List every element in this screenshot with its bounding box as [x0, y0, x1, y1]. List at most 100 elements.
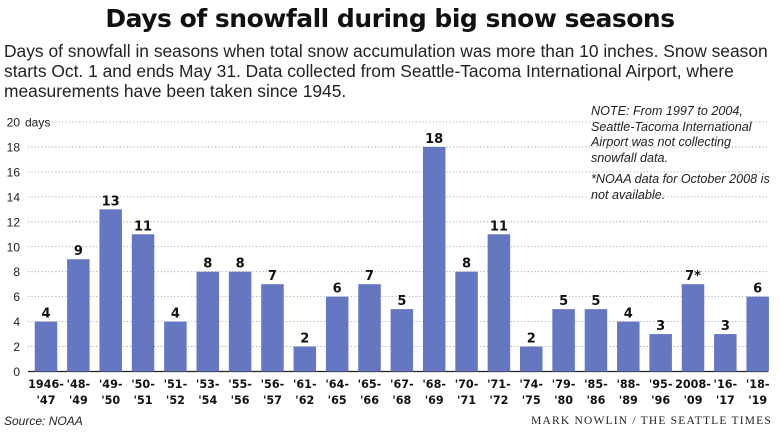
x-tick-label: '62 [295, 394, 314, 407]
data-label: 5 [559, 294, 568, 309]
data-label: 18 [425, 132, 443, 147]
data-label: 11 [134, 219, 152, 234]
data-label: 3 [721, 319, 730, 334]
x-tick-label: '69 [425, 394, 444, 407]
bar [164, 321, 187, 372]
x-tick-label: '71- [487, 378, 511, 391]
bar [390, 309, 414, 372]
data-label: 8 [203, 257, 212, 272]
x-tick-label: '53- [196, 378, 220, 391]
x-tick-label: '68 [392, 394, 411, 407]
y-tick-label: 4 [13, 315, 20, 329]
bar [325, 296, 349, 372]
bar [584, 309, 608, 372]
bar [261, 284, 284, 372]
note-october-2008: *NOAA data for October 2008 is not avail… [591, 172, 770, 202]
bar [131, 234, 155, 372]
y-tick-label: 12 [7, 215, 21, 229]
chart-notes: NOTE: From 1997 to 2004, Seattle-Tacoma … [591, 104, 777, 209]
data-label: 4 [41, 307, 50, 322]
x-tick-label: '55- [228, 378, 252, 391]
bar [196, 271, 219, 372]
data-label: 6 [753, 282, 762, 297]
x-tick-label: '16- [714, 378, 738, 391]
x-tick-label: '49 [69, 394, 88, 407]
bar [649, 334, 672, 372]
credit-line: MARK NOWLIN / THE SEATTLE TIMES [531, 415, 772, 427]
x-tick-label: '75 [522, 394, 541, 407]
x-tick-label: '50- [131, 378, 155, 391]
x-tick-label: '51- [164, 378, 188, 391]
x-tick-label: '71 [457, 394, 476, 407]
y-tick-label: 16 [7, 165, 21, 179]
x-tick-label: 1946- [28, 378, 64, 391]
data-label: 5 [397, 294, 406, 309]
data-label: 8 [462, 257, 471, 272]
x-tick-label: '89 [619, 394, 638, 407]
bar [293, 346, 317, 372]
x-tick-label: '68- [422, 378, 446, 391]
bar [487, 234, 511, 372]
y-tick-label: 18 [7, 140, 21, 154]
x-tick-label: '86 [586, 394, 605, 407]
x-tick-label: '88- [616, 378, 640, 391]
y-tick-label: 20 [7, 116, 21, 130]
bar [714, 334, 737, 372]
x-tick-label: '85- [584, 378, 608, 391]
data-label: 11 [490, 219, 508, 234]
data-label: 8 [236, 257, 245, 272]
bar [552, 309, 575, 372]
x-tick-label: '52 [166, 394, 185, 407]
x-tick-label: '18- [746, 378, 770, 391]
bar [455, 271, 478, 372]
x-tick-label: '09 [684, 394, 703, 407]
x-tick-label: '70- [455, 378, 479, 391]
x-tick-label: '48- [67, 378, 91, 391]
data-label: 9 [74, 244, 83, 259]
chart-subtitle: Days of snowfall in seasons when total s… [4, 41, 768, 101]
x-tick-label: '57 [263, 394, 282, 407]
x-tick-label: 2008- [675, 378, 711, 391]
x-tick-label: '61- [293, 378, 317, 391]
data-label: 2 [527, 332, 536, 347]
x-tick-label: '56- [261, 378, 285, 391]
x-tick-label: '17 [716, 394, 735, 407]
data-label: 5 [591, 294, 600, 309]
y-tick-label: 2 [13, 340, 20, 354]
y-tick-label: 8 [13, 265, 20, 279]
data-label: 7* [685, 269, 701, 284]
x-tick-label: '65 [328, 394, 347, 407]
x-tick-label: '47 [37, 394, 56, 407]
x-tick-label: '66 [360, 394, 379, 407]
data-label: 4 [624, 307, 633, 322]
y-tick-label: 0 [13, 365, 20, 379]
x-tick-label: '79- [552, 378, 576, 391]
x-axis-labels: 1946- '47 '48- '49 '49- '50 '50- '51 '51- '52 '53-… [28, 378, 770, 407]
bar [422, 146, 446, 372]
x-tick-label: '51 [134, 394, 153, 407]
note-missing-data: NOTE: From 1997 to 2004, Seattle-Tacoma … [591, 104, 752, 165]
y-axis-ticks: 0 2 4 6 8 10 12 14 16 18 20 [7, 116, 21, 380]
bar [681, 284, 705, 372]
x-tick-label: '49- [99, 378, 123, 391]
x-tick-label: '96 [651, 394, 670, 407]
x-tick-label: '65- [358, 378, 382, 391]
y-tick-label: 10 [7, 240, 21, 254]
y-axis-unit: days [25, 116, 50, 130]
x-tick-label: '67- [390, 378, 414, 391]
bars [34, 146, 769, 372]
x-tick-label: '80 [554, 394, 573, 407]
y-tick-label: 6 [13, 290, 20, 304]
bar [358, 284, 381, 372]
bar [228, 271, 252, 372]
data-label: 7 [268, 269, 277, 284]
chart-title: Days of snowfall during big snow seasons [105, 4, 675, 33]
x-tick-label: '50 [101, 394, 120, 407]
x-tick-label: '72 [489, 394, 508, 407]
bar [520, 346, 543, 372]
x-tick-label: '95- [649, 378, 673, 391]
data-label: 6 [333, 282, 342, 297]
bar [99, 209, 122, 372]
data-label: 3 [656, 319, 665, 334]
data-label: 4 [171, 307, 180, 322]
